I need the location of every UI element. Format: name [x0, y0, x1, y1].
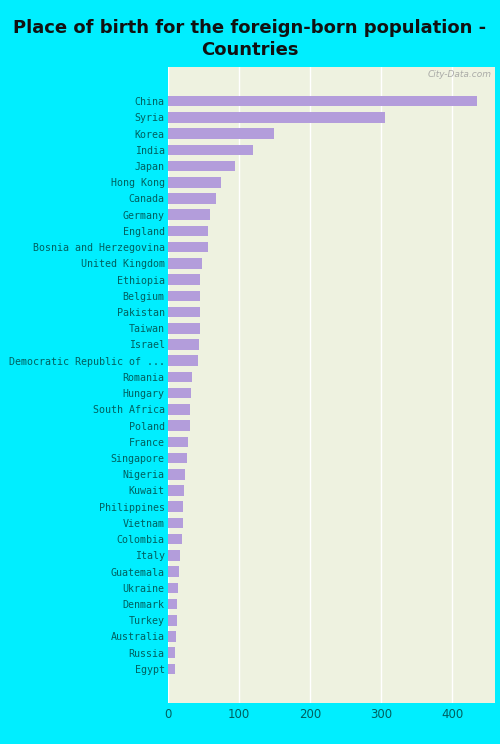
- Bar: [168, 583, 178, 593]
- Bar: [168, 96, 477, 106]
- Bar: [168, 615, 177, 626]
- Text: City-Data.com: City-Data.com: [428, 70, 492, 79]
- Bar: [168, 177, 221, 187]
- Bar: [168, 128, 274, 139]
- Bar: [168, 307, 200, 317]
- Bar: [168, 420, 190, 431]
- Bar: [168, 144, 253, 155]
- Bar: [168, 388, 191, 398]
- Bar: [168, 161, 235, 171]
- Bar: [168, 631, 176, 642]
- Bar: [168, 566, 179, 577]
- Bar: [168, 647, 175, 658]
- Bar: [168, 485, 184, 496]
- Bar: [168, 112, 384, 123]
- Bar: [168, 550, 180, 561]
- Bar: [168, 242, 208, 252]
- Bar: [168, 469, 184, 480]
- Text: Place of birth for the foreign-born population -
Countries: Place of birth for the foreign-born popu…: [14, 19, 486, 59]
- Bar: [168, 437, 188, 447]
- Bar: [168, 453, 188, 464]
- Bar: [168, 258, 202, 269]
- Bar: [168, 534, 182, 545]
- Bar: [168, 664, 174, 674]
- Bar: [168, 372, 192, 382]
- Bar: [168, 209, 210, 220]
- Bar: [168, 518, 183, 528]
- Bar: [168, 501, 183, 512]
- Bar: [168, 323, 200, 333]
- Bar: [168, 193, 216, 204]
- Bar: [168, 225, 208, 236]
- Bar: [168, 404, 190, 414]
- Bar: [168, 356, 198, 366]
- Bar: [168, 275, 200, 285]
- Bar: [168, 290, 200, 301]
- Bar: [168, 599, 177, 609]
- Bar: [168, 339, 199, 350]
